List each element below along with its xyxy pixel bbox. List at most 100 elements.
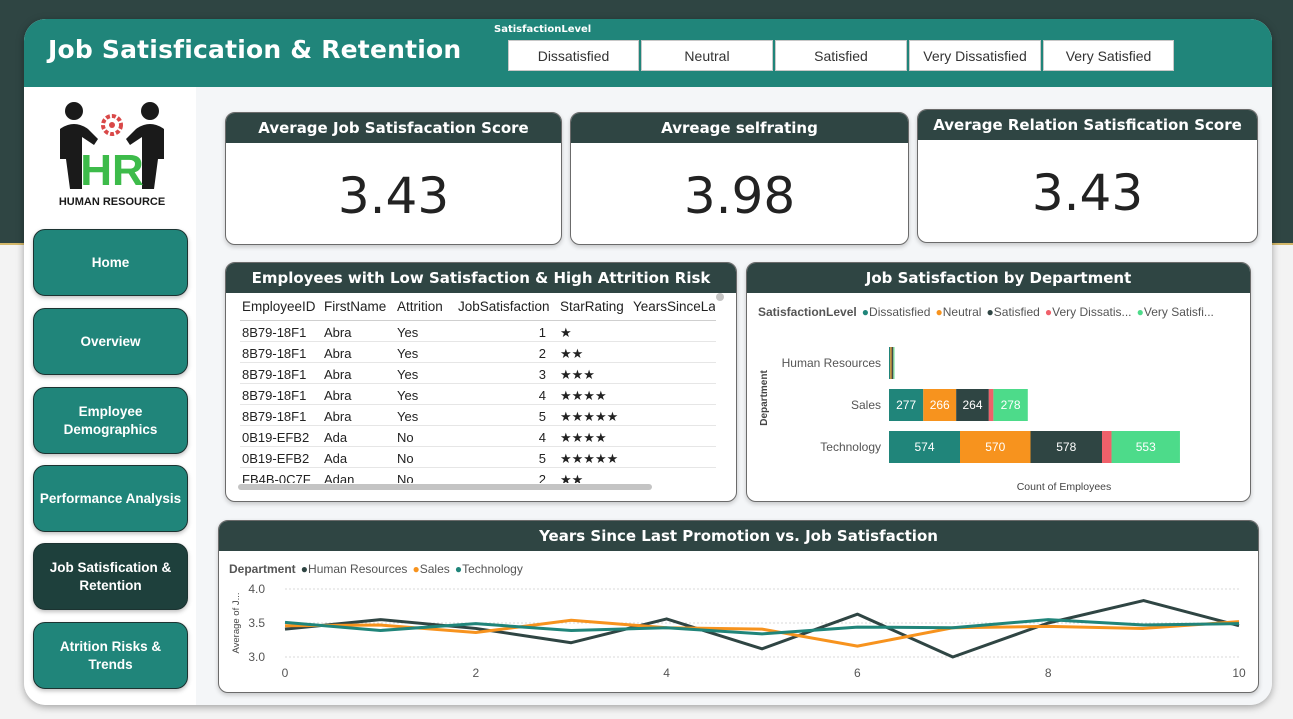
bar-segment: [889, 389, 924, 421]
slicer-option-dissatisfied[interactable]: Dissatisfied: [508, 40, 639, 71]
nav-employee-demographics-button[interactable]: Employee Demographics: [33, 387, 188, 454]
table-cell: Ada: [324, 451, 348, 466]
table-cell: Abra: [324, 367, 352, 382]
table-row[interactable]: 8B79-18F1 Abra Yes 3 ★★★: [240, 363, 716, 384]
y-tick-label: 4.0: [248, 582, 265, 596]
slicer-option-satisfied[interactable]: Satisfied: [775, 40, 907, 71]
column-header[interactable]: StarRating: [560, 299, 624, 314]
table-cell: 8B79-18F1: [242, 325, 307, 340]
data-label: 574: [914, 440, 934, 454]
table-cell: 4: [538, 430, 546, 445]
series-line: [284, 618, 1240, 636]
table-cell: 8B79-18F1: [242, 409, 307, 424]
table-body: 8B79-18F1 Abra Yes 1 ★ 8B79-18F1 Abra Yes 2 ★★ 8B7…: [240, 321, 716, 483]
table-cell: ★★★★: [560, 388, 607, 403]
y-axis-label: Department: [759, 370, 770, 426]
y-tick-label: 3.0: [248, 650, 265, 664]
table-cell: Abra: [324, 325, 352, 340]
data-label: 264: [962, 398, 982, 412]
line-chart: 3.0 3.5 4.0 Average of J... 0 2 4 6 8 10: [231, 582, 1246, 680]
nav-home-button[interactable]: Home: [33, 229, 188, 296]
nav-job-satisfaction-button[interactable]: Job Satisfication & Retention: [33, 543, 188, 610]
kpi-title: Average Job Satisfacation Score: [226, 113, 561, 143]
column-header[interactable]: JobSatisfaction: [458, 299, 550, 314]
bar-segment: [956, 389, 989, 421]
satisfaction-slicer: Dissatisfied Neutral Satisfied Very Diss…: [508, 40, 1174, 71]
attrition-risk-table-card: Employees with Low Satisfaction & High A…: [225, 262, 737, 502]
table-row[interactable]: 8B79-18F1 Abra Yes 2 ★★: [240, 342, 716, 363]
table-row[interactable]: 8B79-18F1 Abra Yes 4 ★★★★: [240, 384, 716, 405]
bar-chart-legend: SatisfactionLevel ●Dissatisfied ●Neutral…: [758, 301, 1214, 320]
table-cell: 4: [538, 388, 546, 403]
column-header[interactable]: FirstName: [324, 299, 387, 314]
bar-segment: [889, 347, 891, 379]
x-tick-label: 0: [282, 666, 289, 680]
nav-attrition-risks-button[interactable]: Atrition Risks & Trends: [33, 622, 188, 689]
table-cell: Yes: [397, 346, 419, 361]
legend-label: Satisfied: [993, 305, 1040, 319]
data-label: 578: [1056, 440, 1076, 454]
table-cell: 5: [538, 409, 546, 424]
data-label: 266: [930, 398, 950, 412]
table-cell: 2: [538, 346, 546, 361]
legend-label: Very Dissatis...: [1052, 305, 1132, 319]
legend-dot: ●: [861, 305, 870, 319]
kpi-value: 3.43: [337, 167, 450, 225]
horizontal-scrollbar[interactable]: [238, 484, 652, 490]
nav-performance-analysis-button[interactable]: Performance Analysis: [33, 465, 188, 532]
slicer-label: SatisfactionLevel: [494, 24, 592, 35]
hr-logo: HR: [60, 102, 164, 195]
kpi-title: Avreage selfrating: [571, 113, 908, 143]
legend-dot: ●: [454, 562, 463, 576]
y-axis-label: Average of J...: [231, 592, 242, 653]
table-cell: ★★★: [560, 367, 595, 382]
logo-letters: HR: [80, 146, 144, 195]
slicer-option-neutral[interactable]: Neutral: [641, 40, 773, 71]
table-cell: FB4B-0C7F: [242, 472, 311, 483]
legend-dot: ●: [1136, 305, 1144, 319]
kpi-card-self-rating: Avreage selfrating 3.98: [570, 112, 909, 245]
table-cell: Yes: [397, 325, 419, 340]
slicer-option-very-dissatisfied[interactable]: Very Dissatisfied: [909, 40, 1041, 71]
column-header[interactable]: Attrition: [397, 299, 443, 314]
table-cell: ★: [560, 325, 572, 340]
y-tick-label: 3.5: [248, 616, 265, 630]
bar-segment: [923, 389, 957, 421]
table-cell: Abra: [324, 409, 352, 424]
legend-dot: ●: [300, 562, 309, 576]
table-row[interactable]: 0B19-EFB2 Ada No 4 ★★★★: [240, 426, 716, 447]
table-cell: No: [397, 451, 414, 466]
legend-title: Department: [229, 562, 296, 576]
bar-segment: [993, 389, 1028, 421]
nav-overview-button[interactable]: Overview: [33, 308, 188, 375]
table-cell: 0B19-EFB2: [242, 451, 310, 466]
bar-chart-title: Job Satisfaction by Department: [747, 263, 1250, 293]
vertical-scrollbar[interactable]: [716, 293, 724, 301]
legend-title: SatisfactionLevel: [758, 305, 857, 319]
legend-label: Sales: [419, 562, 450, 576]
slicer-option-very-satisfied[interactable]: Very Satisfied: [1043, 40, 1174, 71]
legend-label: Neutral: [942, 305, 982, 319]
table-cell: Ada: [324, 430, 348, 445]
table-cell: 3: [538, 367, 546, 382]
table-cell: Yes: [397, 409, 419, 424]
table-row[interactable]: 0B19-EFB2 Ada No 5 ★★★★★: [240, 447, 716, 468]
table-row[interactable]: FB4B-0C7F Adan No 2 ★★: [240, 468, 716, 483]
kpi-title: Average Relation Satisfication Score: [918, 110, 1257, 140]
data-label: 570: [985, 440, 1005, 454]
legend-label: Very Satisfi...: [1143, 305, 1214, 319]
column-header[interactable]: EmployeeID: [242, 299, 316, 314]
promotion-vs-satisfaction-card: Years Since Last Promotion vs. Job Satis…: [218, 520, 1259, 693]
bar-segment: [960, 431, 1031, 463]
legend-label: Technology: [462, 562, 523, 576]
table-viewport: EmployeeID FirstName Attrition JobSatisf…: [226, 293, 716, 483]
table-cell: 8B79-18F1: [242, 346, 307, 361]
page-title: Job Satisfication & Retention: [48, 35, 462, 64]
x-tick-label: 10: [1232, 666, 1246, 680]
table-row[interactable]: 8B79-18F1 Abra Yes 1 ★: [240, 321, 716, 342]
table-row[interactable]: 8B79-18F1 Abra Yes 5 ★★★★★: [240, 405, 716, 426]
column-header[interactable]: YearsSinceLas: [633, 299, 715, 314]
x-tick-label: 6: [854, 666, 861, 680]
category-label: Technology: [820, 440, 881, 454]
legend-dot: ●: [412, 562, 420, 576]
